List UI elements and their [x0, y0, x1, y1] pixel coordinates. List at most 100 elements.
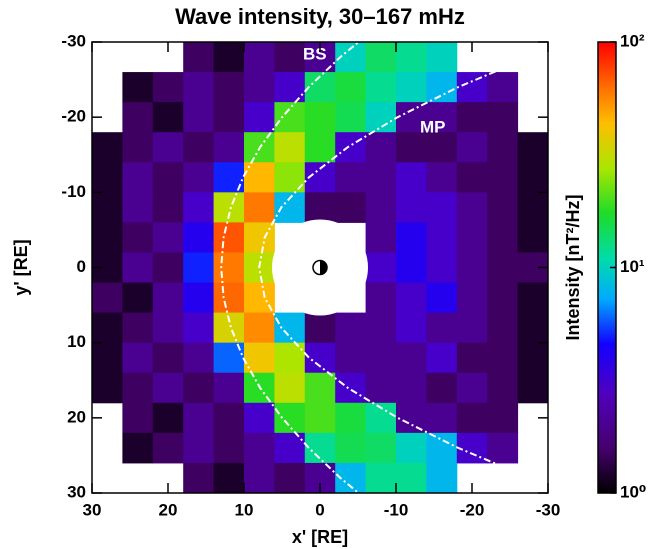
heat-cell: [396, 132, 427, 163]
heat-cell: [487, 192, 519, 223]
x-tick-label: -30: [536, 500, 561, 519]
y-tick-label: -20: [61, 107, 86, 126]
heat-cell: [517, 162, 548, 193]
heat-cell: [487, 102, 519, 133]
heat-cell: [92, 372, 123, 404]
heat-cell: [304, 102, 336, 133]
heat-cell: [426, 42, 458, 73]
heat-cell: [183, 432, 215, 464]
heat-cell: [456, 102, 488, 133]
heat-cell: [244, 192, 275, 223]
heat-cell: [122, 132, 154, 163]
heat-cell: [396, 432, 427, 464]
heat-cell: [426, 462, 458, 493]
heat-cell: [365, 102, 397, 133]
heat-cell: [122, 102, 154, 133]
heat-cell: [456, 132, 488, 163]
heat-cell: [122, 252, 154, 284]
colorbar-tick-label: 10¹: [620, 257, 645, 276]
heat-cell: [152, 342, 184, 374]
heat-cell: [244, 342, 275, 374]
heat-cell: [426, 402, 458, 434]
heat-cell: [365, 342, 397, 374]
boundaries: [220, 42, 548, 493]
heat-cell: [183, 222, 215, 253]
heat-cell: [122, 222, 154, 253]
heat-cell: [122, 402, 154, 434]
heat-cell: [487, 402, 519, 434]
heat-cell: [396, 102, 427, 133]
heat-cell: [152, 312, 184, 344]
heat-cell: [426, 132, 458, 163]
x-tick-label: 20: [159, 500, 178, 519]
heat-cell: [274, 432, 306, 464]
heat-cell: [92, 282, 123, 314]
heat-cell: [456, 72, 488, 103]
heat-cell: [183, 462, 215, 493]
heat-cell: [183, 102, 215, 133]
x-tick-label: 10: [235, 500, 254, 519]
heat-cell: [396, 312, 427, 344]
heat-cell: [183, 342, 215, 374]
heat-cell: [92, 312, 123, 344]
heat-cell: [365, 252, 397, 284]
heat-cell: [244, 102, 275, 133]
heat-cell: [244, 72, 275, 103]
heat-cell: [244, 42, 275, 73]
y-axis-label: y' [RE]: [11, 239, 31, 295]
heat-cell: [456, 192, 488, 223]
heat-cell: [396, 282, 427, 314]
heat-cell: [92, 222, 123, 253]
heat-cell: [365, 132, 397, 163]
heat-cell: [396, 72, 427, 103]
heat-cell: [122, 72, 154, 103]
heat-cell: [335, 402, 367, 434]
heat-cell: [396, 402, 427, 434]
magnetopause-curve: [258, 49, 548, 486]
heat-cell: [365, 162, 397, 193]
heat-cell: [426, 312, 458, 344]
heat-cell: [122, 342, 154, 374]
heat-cell: [183, 312, 215, 344]
heat-cell: [365, 192, 397, 223]
heat-cell: [183, 192, 215, 223]
heat-cell: [274, 372, 306, 404]
heat-cell: [517, 312, 548, 344]
heat-cell: [274, 402, 306, 434]
heat-cell: [244, 222, 275, 253]
x-tick-label: -20: [460, 500, 485, 519]
y-tick-label: 30: [67, 482, 86, 501]
heat-cell: [426, 102, 458, 133]
heat-cell: [274, 102, 306, 133]
heat-cell: [183, 162, 215, 193]
heat-cell: [426, 72, 458, 103]
y-tick-label: 20: [67, 407, 86, 426]
heat-cell: [365, 312, 397, 344]
heat-cell: [92, 162, 123, 193]
colorbar-tick-label: 10²: [620, 31, 645, 50]
x-tick-label: 0: [315, 500, 324, 519]
heat-cell: [213, 432, 245, 464]
heat-cell: [122, 312, 154, 344]
heat-cell: [213, 282, 245, 314]
heat-cell: [517, 192, 548, 223]
heatmap: [92, 42, 548, 493]
heat-cell: [456, 402, 488, 434]
heat-cell: [487, 372, 519, 404]
heat-cell: [152, 282, 184, 314]
colorbar-tick-label: 10⁰: [620, 482, 646, 501]
heat-cell: [152, 192, 184, 223]
heat-cell: [426, 372, 458, 404]
heat-cell: [152, 72, 184, 103]
heat-cell: [152, 222, 184, 253]
heat-cell: [456, 162, 488, 193]
heat-cell: [335, 102, 367, 133]
heat-cell: [487, 162, 519, 193]
heat-cell: [274, 162, 306, 193]
heat-cell: [304, 342, 336, 374]
heat-cell: [487, 132, 519, 163]
heat-cell: [487, 312, 519, 344]
heat-cell: [122, 162, 154, 193]
heat-cell: [396, 42, 427, 73]
